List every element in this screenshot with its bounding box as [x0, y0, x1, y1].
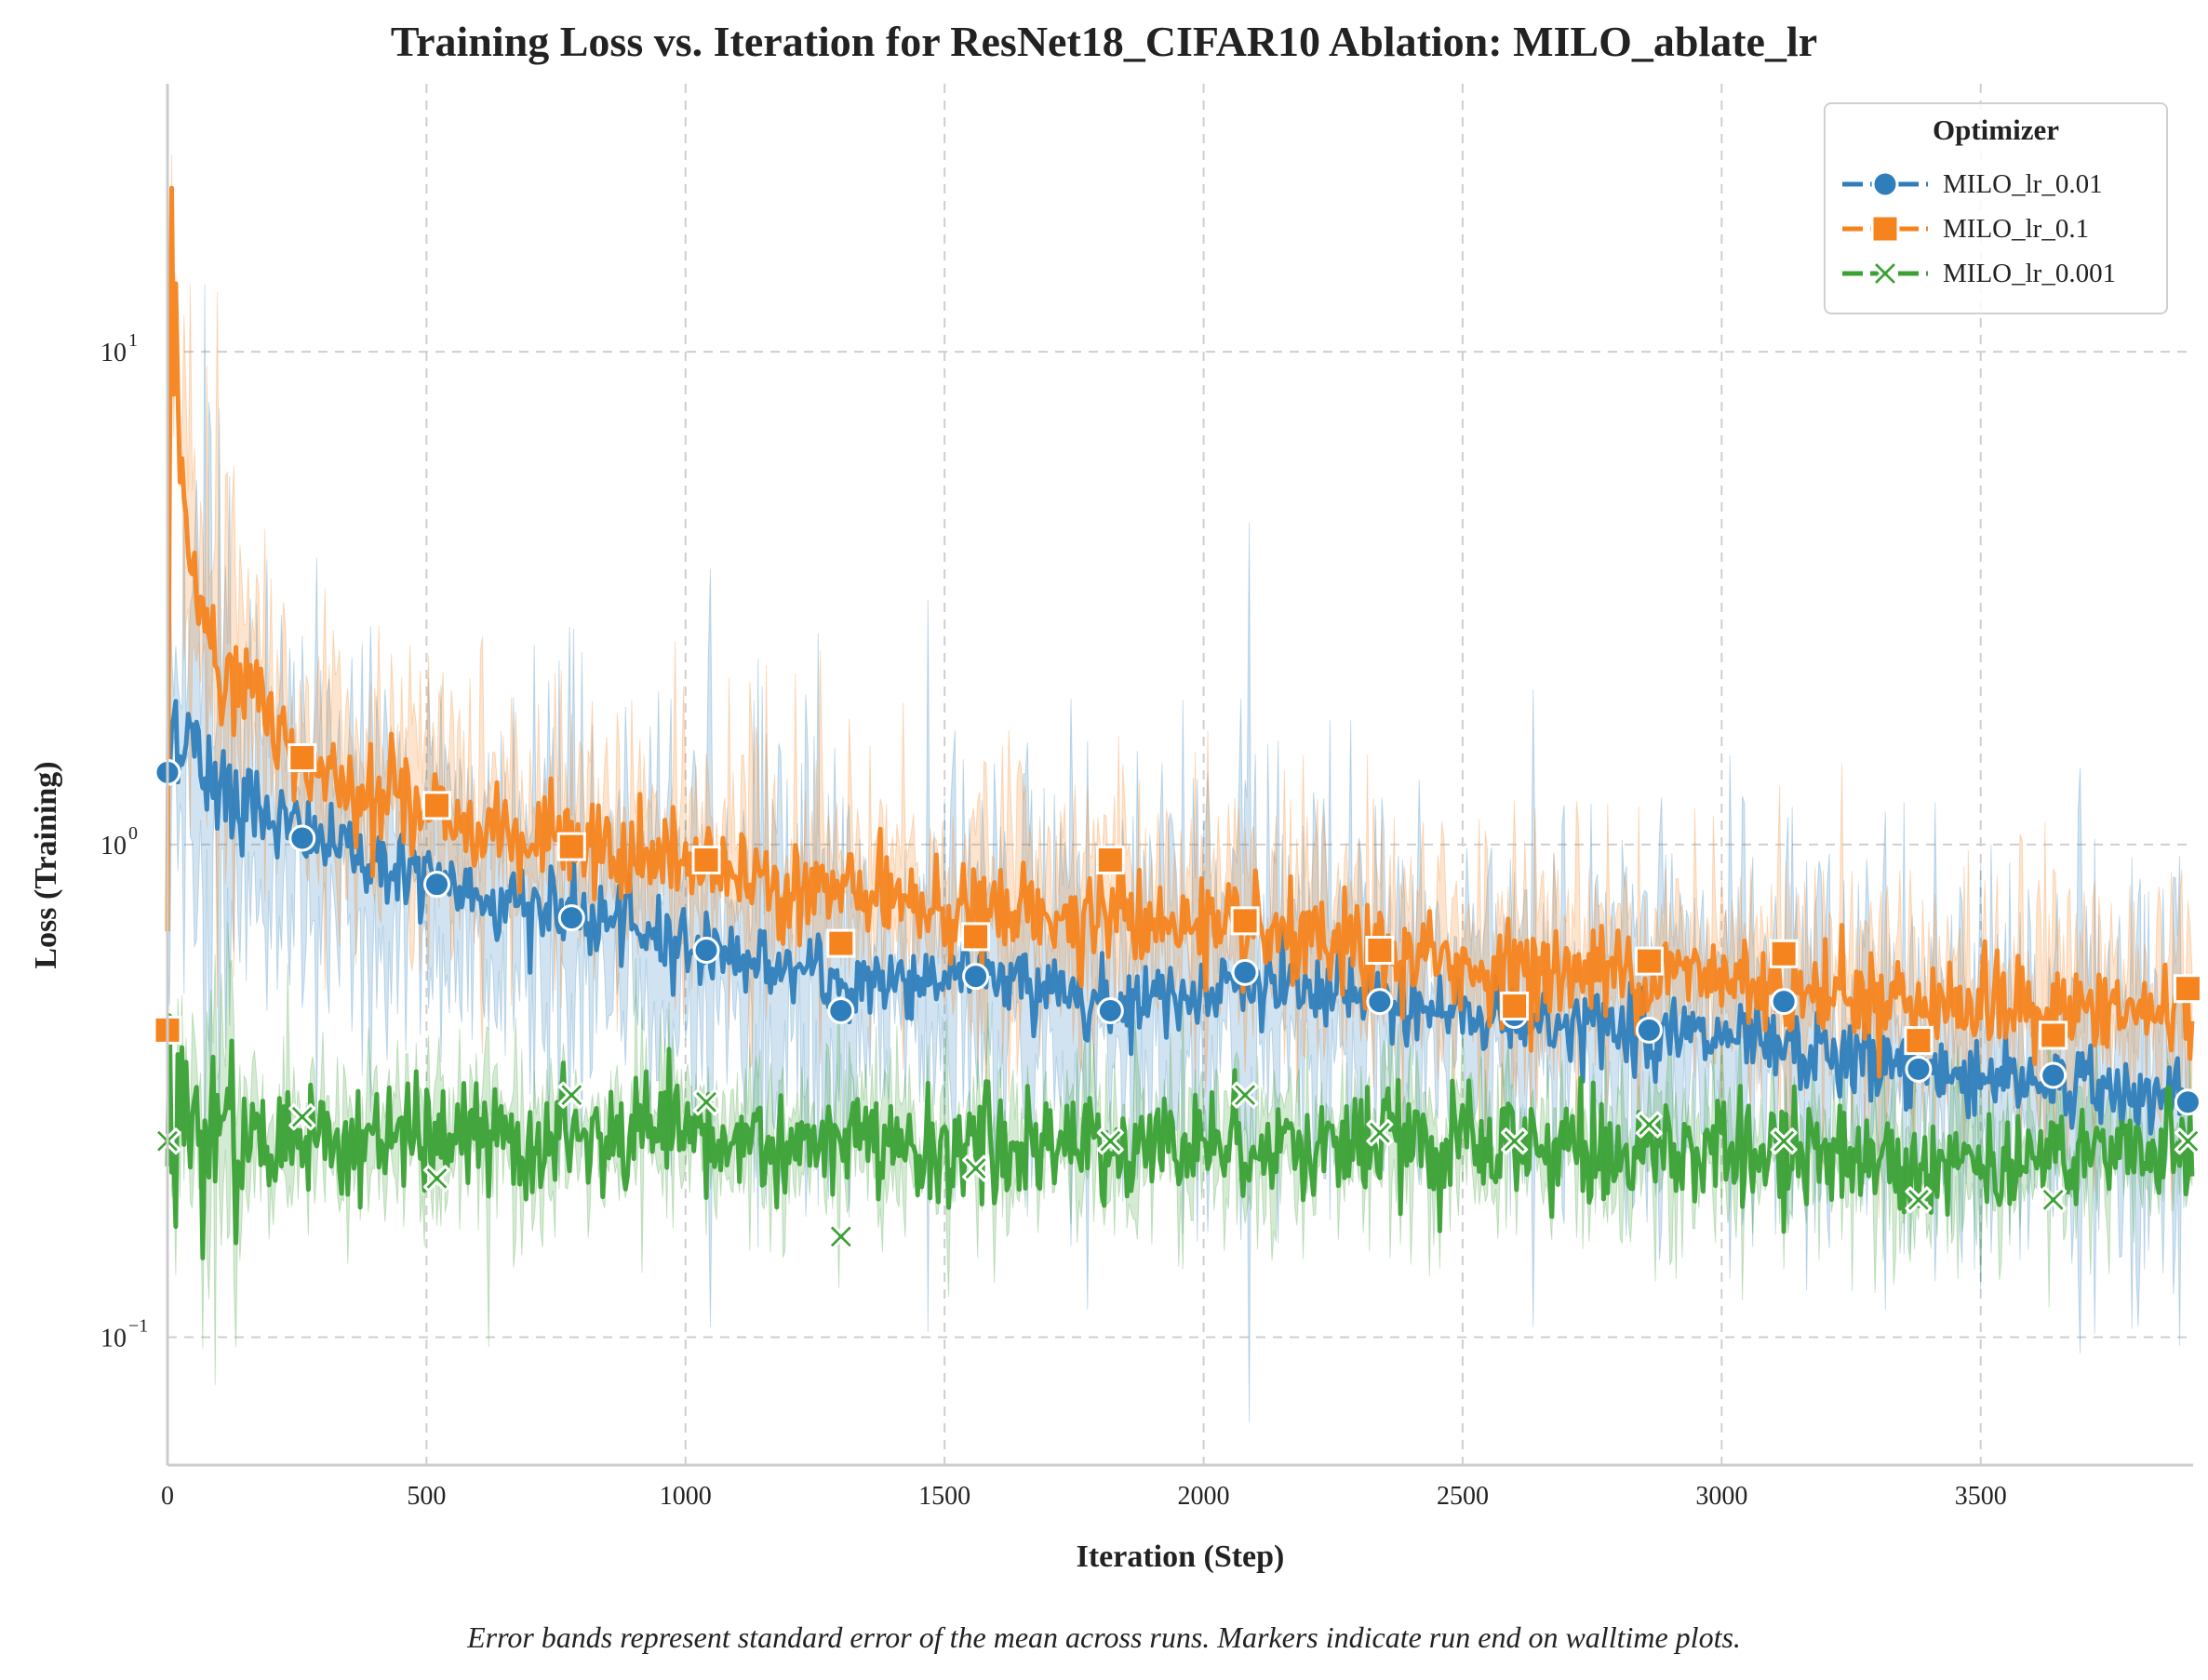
data-point-MILO_lr_0.001 [827, 1222, 855, 1250]
series-line-MILO_lr_0.01 [165, 699, 2195, 1136]
legend-label: MILO_lr_0.1 [1943, 214, 2090, 244]
data-point-MILO_lr_0.01 [557, 904, 585, 932]
x-tick-label: 2000 [1178, 1482, 1230, 1511]
y-tick-exponent: 0 [128, 823, 138, 844]
data-point-MILO_lr_0.1 [1095, 846, 1125, 875]
x-tick-label: 500 [407, 1482, 446, 1511]
data-point-MILO_lr_0.001 [1905, 1186, 1933, 1214]
x-axis-label: Iteration (Step) [1076, 1540, 1285, 1574]
data-point-MILO_lr_0.01 [1905, 1055, 1933, 1083]
legend: Optimizer MILO_lr_0.01 MILO_lr_0.1 MILO_… [1824, 102, 2168, 314]
data-point-MILO_lr_0.01 [1366, 988, 1394, 1016]
legend-item-milo-lr-0-001: MILO_lr_0.001 [1839, 257, 2164, 290]
series-line-MILO_lr_0.001 [165, 1013, 2195, 1260]
axes [166, 84, 2193, 1467]
y-tick-exponent: 1 [128, 330, 138, 351]
legend-item-milo-lr-0-1: MILO_lr_0.1 [1839, 212, 2164, 246]
data-point-MILO_lr_0.1 [2173, 974, 2202, 1004]
data-point-MILO_lr_0.1 [288, 743, 317, 773]
legend-title: Optimizer [1932, 113, 2059, 146]
data-point-MILO_lr_0.01 [423, 871, 451, 899]
data-point-MILO_lr_0.01 [288, 824, 316, 852]
legend-marker [1870, 214, 1900, 244]
data-point-MILO_lr_0.01 [2174, 1088, 2201, 1116]
data-point-MILO_lr_0.1 [2039, 1020, 2068, 1050]
data-point-MILO_lr_0.01 [2040, 1061, 2067, 1089]
data-point-MILO_lr_0.1 [1769, 939, 1799, 968]
data-point-MILO_lr_0.1 [826, 928, 856, 958]
legend-swatch-circle-icon [1842, 170, 1928, 198]
data-point-MILO_lr_0.1 [691, 846, 721, 875]
data-point-MILO_lr_0.01 [1096, 996, 1124, 1024]
series-line-MILO_lr_0.1 [165, 185, 2195, 1079]
legend-marker [1871, 170, 1899, 198]
legend-label: MILO_lr_0.001 [1943, 259, 2117, 288]
data-point-MILO_lr_0.001 [423, 1165, 451, 1193]
series-markers [153, 743, 2202, 1250]
chart-footnote: Error bands represent standard error of … [467, 1620, 1741, 1654]
x-tick-label: 3000 [1695, 1482, 1747, 1511]
legend-label: MILO_lr_0.01 [1943, 169, 2103, 199]
data-point-MILO_lr_0.001 [2040, 1186, 2067, 1214]
data-point-MILO_lr_0.01 [692, 937, 720, 965]
data-point-MILO_lr_0.001 [692, 1088, 720, 1116]
data-point-MILO_lr_0.1 [1500, 992, 1530, 1021]
grid-lines [167, 84, 2193, 1465]
data-point-MILO_lr_0.1 [1904, 1026, 1934, 1056]
legend-marker [1871, 260, 1899, 287]
data-point-MILO_lr_0.001 [1096, 1127, 1124, 1155]
data-point-MILO_lr_0.001 [2174, 1127, 2201, 1155]
x-tick-label: 1000 [660, 1482, 712, 1511]
data-point-MILO_lr_0.1 [422, 791, 452, 820]
data-point-MILO_lr_0.1 [1634, 946, 1664, 976]
data-point-MILO_lr_0.01 [1635, 1016, 1663, 1044]
data-point-MILO_lr_0.001 [288, 1103, 316, 1131]
data-point-MILO_lr_0.001 [1635, 1111, 1663, 1139]
data-point-MILO_lr_0.001 [557, 1081, 585, 1109]
data-point-MILO_lr_0.01 [827, 996, 855, 1024]
x-tick-label: 2500 [1437, 1482, 1489, 1511]
data-point-MILO_lr_0.1 [1230, 906, 1260, 936]
data-point-MILO_lr_0.001 [962, 1154, 990, 1182]
y-axis-label: Loss (Training) [29, 761, 63, 969]
y-tick-exponent: −1 [128, 1315, 148, 1336]
legend-item-milo-lr-0-01: MILO_lr_0.01 [1839, 167, 2164, 201]
y-tick-label: 10 [100, 832, 127, 860]
data-point-MILO_lr_0.01 [962, 963, 990, 991]
x-tick-label: 1500 [918, 1482, 970, 1511]
data-point-MILO_lr_0.01 [1770, 988, 1798, 1016]
data-point-MILO_lr_0.1 [961, 922, 991, 952]
legend-swatch-x-icon [1842, 260, 1928, 287]
y-tick-label: 10 [100, 1324, 127, 1353]
chart-title: Training Loss vs. Iteration for ResNet18… [390, 18, 1818, 65]
y-tick-label: 10 [100, 339, 127, 367]
x-tick-label: 0 [161, 1482, 174, 1511]
error-band-MILO_lr_0.1 [167, 153, 2193, 1219]
data-point-MILO_lr_0.01 [1231, 958, 1259, 986]
series-lines [165, 185, 2195, 1260]
x-tick-label: 3500 [1955, 1482, 2007, 1511]
data-point-MILO_lr_0.001 [1231, 1081, 1259, 1109]
data-point-MILO_lr_0.1 [1365, 936, 1395, 966]
data-point-MILO_lr_0.001 [1501, 1127, 1529, 1155]
data-point-MILO_lr_0.001 [1366, 1119, 1394, 1147]
data-point-MILO_lr_0.1 [556, 832, 586, 861]
data-point-MILO_lr_0.001 [1770, 1127, 1798, 1155]
error-bands [167, 153, 2193, 1422]
legend-swatch-square-icon [1842, 214, 1928, 244]
